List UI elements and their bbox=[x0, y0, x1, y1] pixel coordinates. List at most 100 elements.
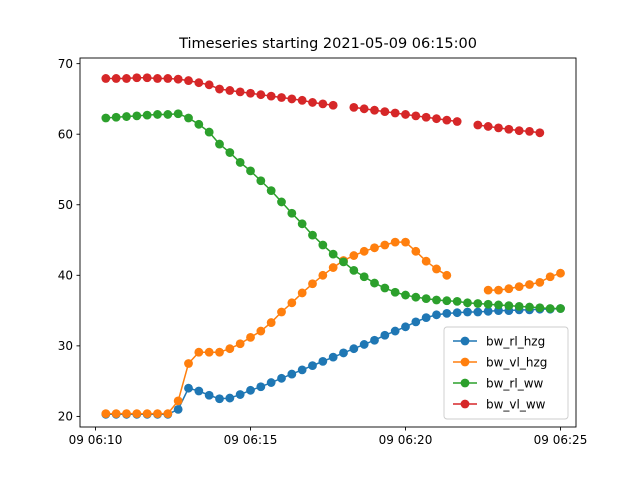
data-point bbox=[277, 373, 286, 383]
y-tick-label: 20 bbox=[58, 410, 73, 424]
legend-label: bw_rl_hzg bbox=[486, 334, 545, 348]
data-point bbox=[297, 219, 307, 229]
chart-title: Timeseries starting 2021-05-09 06:15:00 bbox=[178, 36, 477, 52]
data-point bbox=[266, 318, 276, 327]
series-bw_rl_ww bbox=[101, 109, 565, 313]
data-point bbox=[101, 409, 111, 418]
data-point bbox=[215, 84, 224, 94]
data-point bbox=[256, 176, 266, 186]
data-point bbox=[297, 365, 307, 375]
y-tick-label: 50 bbox=[58, 198, 73, 212]
data-point bbox=[142, 110, 152, 120]
data-point bbox=[277, 93, 286, 102]
data-point bbox=[215, 139, 224, 149]
data-point bbox=[504, 301, 514, 311]
data-point bbox=[235, 390, 245, 399]
data-point bbox=[442, 309, 452, 318]
data-point bbox=[370, 105, 379, 115]
data-point bbox=[173, 396, 183, 406]
data-point bbox=[246, 385, 255, 395]
data-point bbox=[483, 122, 493, 131]
data-point bbox=[483, 306, 493, 316]
data-point bbox=[308, 279, 317, 289]
data-point bbox=[421, 294, 431, 303]
data-point bbox=[370, 335, 379, 345]
data-point bbox=[132, 111, 142, 121]
data-point bbox=[483, 285, 493, 295]
data-point bbox=[545, 304, 555, 313]
data-point bbox=[359, 340, 369, 349]
data-point bbox=[359, 272, 369, 282]
data-point bbox=[256, 326, 266, 336]
data-point bbox=[235, 339, 245, 349]
y-tick-label: 40 bbox=[58, 269, 73, 283]
legend-box bbox=[443, 326, 569, 420]
data-point bbox=[411, 292, 421, 302]
data-point bbox=[204, 347, 214, 357]
data-point bbox=[225, 86, 235, 95]
data-point bbox=[432, 310, 441, 320]
data-point bbox=[173, 404, 183, 414]
series-bw_vl_ww bbox=[101, 73, 545, 138]
legend-item: bw_rl_hzg bbox=[453, 334, 545, 348]
data-point bbox=[184, 383, 193, 393]
data-point bbox=[184, 359, 193, 368]
data-point bbox=[494, 123, 503, 133]
data-point bbox=[246, 333, 255, 342]
legend-item: bw_rl_ww bbox=[453, 376, 544, 390]
data-point bbox=[349, 102, 359, 112]
data-point bbox=[266, 378, 276, 387]
data-point bbox=[463, 298, 472, 308]
data-point bbox=[163, 110, 173, 119]
data-point bbox=[339, 257, 348, 267]
data-point bbox=[452, 117, 462, 126]
data-point bbox=[142, 73, 152, 83]
data-point bbox=[432, 114, 441, 124]
data-point bbox=[318, 240, 328, 250]
data-point bbox=[153, 74, 162, 83]
data-point bbox=[390, 326, 400, 336]
data-point bbox=[411, 111, 421, 121]
data-point bbox=[101, 113, 111, 123]
data-point bbox=[411, 317, 421, 327]
data-point bbox=[122, 112, 131, 121]
data-point bbox=[452, 297, 462, 306]
legend-swatch-marker bbox=[460, 336, 470, 346]
data-point bbox=[163, 74, 173, 83]
data-point bbox=[535, 277, 545, 287]
data-point bbox=[194, 347, 204, 357]
data-point bbox=[132, 409, 142, 418]
x-tick-label: 09 06:20 bbox=[379, 433, 433, 447]
data-point bbox=[122, 409, 131, 418]
data-point bbox=[297, 288, 307, 298]
data-point bbox=[401, 322, 410, 332]
data-point bbox=[318, 99, 328, 109]
x-tick-label: 09 06:10 bbox=[69, 433, 123, 447]
data-point bbox=[349, 251, 359, 260]
data-point bbox=[318, 270, 328, 280]
axes-layer: 20 30 40 50 60 70 09 06:10 09 06:15 09 06:20 09 0… bbox=[58, 57, 588, 447]
data-point bbox=[339, 348, 348, 358]
data-point bbox=[370, 243, 379, 253]
y-tick-label: 70 bbox=[58, 57, 73, 71]
data-point bbox=[184, 76, 193, 85]
data-point bbox=[111, 409, 121, 418]
data-point bbox=[473, 299, 483, 308]
data-point bbox=[256, 382, 266, 392]
data-point bbox=[432, 264, 441, 274]
data-point bbox=[308, 361, 317, 371]
data-point bbox=[308, 230, 317, 240]
data-point bbox=[308, 98, 317, 107]
data-point bbox=[287, 298, 297, 308]
y-tick-label: 60 bbox=[58, 127, 73, 141]
data-point bbox=[287, 369, 297, 379]
data-point bbox=[380, 283, 390, 293]
data-point bbox=[535, 303, 545, 313]
data-point bbox=[556, 304, 565, 313]
y-tick-label: 30 bbox=[58, 339, 73, 353]
data-point bbox=[525, 126, 534, 136]
data-point bbox=[194, 386, 204, 396]
data-point bbox=[215, 394, 224, 404]
data-point bbox=[215, 347, 224, 357]
